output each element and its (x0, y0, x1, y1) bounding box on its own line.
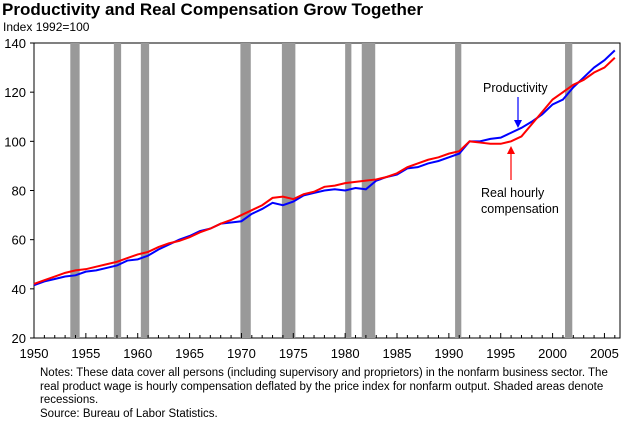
series-line-productivity (33, 49, 616, 287)
recession-band (281, 43, 296, 338)
recession-band (140, 43, 150, 338)
x-tick-label: 1950 (20, 346, 49, 361)
y-tick-label: 20 (12, 331, 26, 346)
source-text: Source: Bureau of Labor Statistics. (40, 407, 218, 420)
x-tick-label: 1960 (123, 346, 152, 361)
series-line-real-hourly-compensation (33, 57, 616, 285)
x-tick-label: 1990 (434, 346, 463, 361)
recession-band (455, 43, 462, 338)
x-tick-label: 2005 (590, 346, 619, 361)
y-tick-label: 140 (4, 36, 26, 51)
recession-band (240, 43, 251, 338)
productivity-arrow-head (514, 120, 522, 128)
y-tick-label: 80 (12, 184, 26, 199)
x-tick-label: 1970 (227, 346, 256, 361)
x-tick-label: 1955 (71, 346, 100, 361)
notes-text: Notes: These data cover all persons (inc… (40, 367, 608, 406)
compensation-arrow-head (507, 146, 515, 154)
y-tick-label: 40 (12, 282, 26, 297)
annotation-productivity: Productivity (483, 81, 548, 95)
recession-band (565, 43, 573, 338)
x-tick-label: 2000 (538, 346, 567, 361)
recession-band (361, 43, 376, 338)
plot-area: 20 40 60 80 100 120 140 1950 1955 1960 1965 1970 197… (4, 36, 621, 361)
annotation-compensation-2: compensation (481, 202, 559, 216)
y-axis-label: Index 1992=100 (3, 20, 90, 34)
x-tick-label: 1965 (175, 346, 204, 361)
x-tick-label: 1980 (331, 346, 360, 361)
recession-band (70, 43, 80, 338)
recession-band (113, 43, 122, 338)
chart-title: Productivity and Real Compensation Grow … (2, 0, 423, 19)
y-tick-label: 120 (4, 85, 26, 100)
y-tick-label: 60 (12, 233, 26, 248)
y-tick-label: 100 (4, 134, 26, 149)
notes: Notes: These data cover all persons (inc… (40, 367, 620, 421)
x-tick-label: 1985 (383, 346, 412, 361)
x-tick-label: 1975 (279, 346, 308, 361)
annotation-compensation-1: Real hourly (481, 186, 545, 200)
x-tick-label: 1995 (486, 346, 515, 361)
